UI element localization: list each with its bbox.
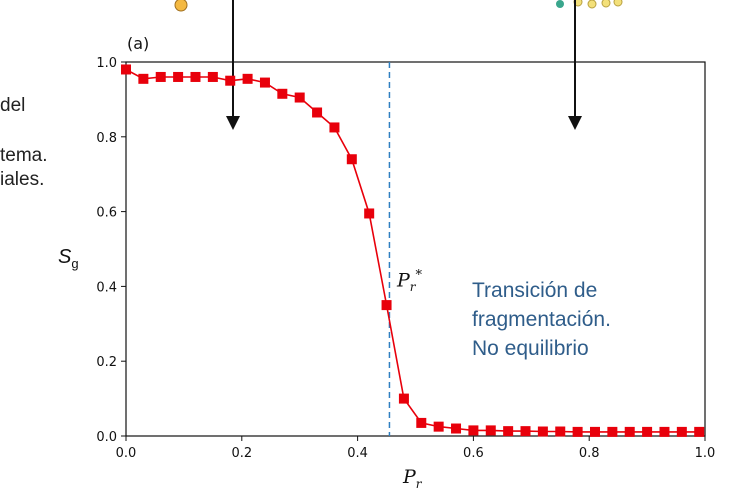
data-point bbox=[433, 421, 444, 432]
data-point bbox=[259, 77, 270, 88]
teal-particle-icon bbox=[556, 0, 564, 8]
data-point bbox=[416, 417, 427, 428]
data-point bbox=[451, 423, 462, 434]
data-point bbox=[346, 154, 357, 165]
x-tick-label: 0.0 bbox=[116, 446, 137, 461]
annotation: Transición de fragmentación. No equilibr… bbox=[472, 276, 611, 363]
x-tick-label: 0.6 bbox=[463, 446, 484, 461]
data-point bbox=[138, 73, 149, 84]
x-tick-label: 0.4 bbox=[347, 446, 368, 461]
arrow-left bbox=[226, 0, 240, 130]
annotation-line-2: fragmentación. bbox=[472, 308, 611, 331]
data-point bbox=[468, 425, 479, 436]
data-point bbox=[242, 73, 253, 84]
data-point bbox=[624, 426, 635, 437]
data-point bbox=[155, 71, 166, 82]
data-point bbox=[173, 71, 184, 82]
data-point bbox=[642, 426, 653, 437]
data-point bbox=[520, 426, 531, 437]
data-point bbox=[190, 71, 201, 82]
plot-frame bbox=[125, 61, 706, 437]
data-point bbox=[485, 425, 496, 436]
x-tick-label: 0.2 bbox=[231, 446, 252, 461]
y-tick-label: 0.6 bbox=[96, 206, 117, 221]
data-point bbox=[312, 107, 323, 118]
data-point bbox=[572, 426, 583, 437]
data-point bbox=[555, 426, 566, 437]
panel-label: (a) bbox=[127, 34, 150, 53]
annotation-line-3: No equilibrio bbox=[472, 337, 589, 360]
cluster-icon bbox=[573, 0, 623, 9]
x-tick-label: 0.8 bbox=[579, 446, 600, 461]
data-point bbox=[277, 88, 288, 99]
x-axis: 0.0 0.2 0.4 0.6 0.8 1.0 bbox=[116, 436, 716, 461]
data-point bbox=[381, 300, 392, 311]
data-point bbox=[398, 393, 409, 404]
left-text-line-2: tema. bbox=[0, 145, 48, 166]
y-tick-label: 0.0 bbox=[96, 430, 117, 445]
data-point bbox=[694, 426, 705, 437]
data-point bbox=[676, 426, 687, 437]
x-tick-label: 1.0 bbox=[695, 446, 716, 461]
series-markers bbox=[121, 64, 705, 437]
data-point bbox=[294, 92, 305, 103]
y-tick-label: 1.0 bbox=[96, 56, 117, 71]
data-point bbox=[225, 75, 236, 86]
series-line bbox=[125, 68, 700, 433]
left-text-line-3: iales. bbox=[0, 169, 45, 190]
y-axis: 0.0 0.2 0.4 0.6 0.8 1.0 bbox=[96, 56, 126, 445]
data-point bbox=[607, 426, 618, 437]
y-axis-label: Sg bbox=[58, 246, 79, 271]
y-tick-label: 0.4 bbox=[96, 280, 117, 295]
annotation-line-1: Transición de bbox=[472, 279, 598, 302]
data-point bbox=[589, 426, 600, 437]
x-axis-label: Pr bbox=[403, 466, 422, 491]
critical-point-label: Pr* bbox=[397, 268, 423, 295]
data-point bbox=[207, 71, 218, 82]
y-tick-label: 0.8 bbox=[96, 131, 117, 146]
data-point bbox=[121, 64, 131, 75]
orange-particle-icon bbox=[174, 0, 188, 12]
data-point bbox=[659, 426, 670, 437]
y-tick-label: 0.2 bbox=[96, 355, 117, 370]
data-point bbox=[364, 208, 375, 219]
arrow-right bbox=[568, 0, 582, 130]
data-point bbox=[329, 122, 340, 133]
data-point bbox=[503, 426, 514, 437]
left-text-line-1: del bbox=[0, 95, 26, 116]
data-point bbox=[537, 426, 548, 437]
